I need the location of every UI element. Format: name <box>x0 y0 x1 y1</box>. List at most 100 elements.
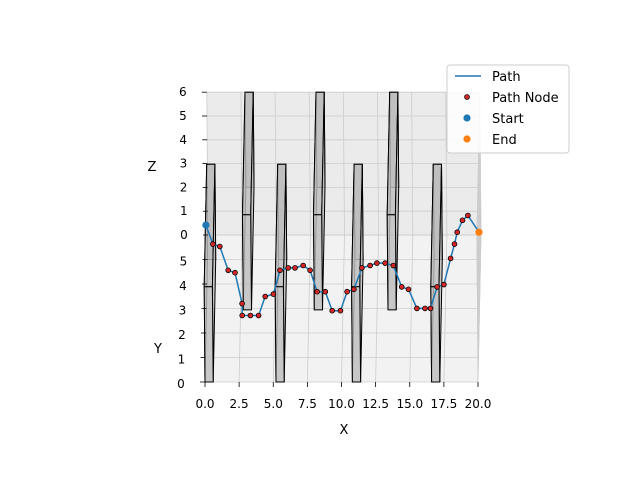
z-tick-label: 0 <box>180 228 188 242</box>
x-tick-label: 17.5 <box>431 397 458 411</box>
path-node-point <box>314 288 320 295</box>
grid-line-z <box>207 163 481 311</box>
path-node-point <box>434 284 440 290</box>
tick-labels: 0.0 2.5 5.0 7.5 10.0 12.5 15.0 17.5 20.0 0 1 2 3 4 5 0 1… <box>177 85 491 411</box>
legend-label: End <box>492 133 517 148</box>
legend-label: Path Node <box>492 91 559 106</box>
path-node-point <box>322 288 329 295</box>
y-tick-label: 3 <box>179 304 187 318</box>
obstacle-face <box>203 286 214 383</box>
path-node-point <box>285 265 292 271</box>
obstacle <box>312 91 326 311</box>
path-node-point <box>441 281 447 288</box>
x-tick-label: 15.0 <box>396 397 423 411</box>
legend-label: Start <box>492 112 524 127</box>
path-node-point <box>367 262 373 269</box>
legend-item: End <box>463 133 517 148</box>
x-tick-label: 5.0 <box>264 397 283 411</box>
legend-dot-swatch <box>463 114 471 122</box>
obstacle <box>241 91 255 311</box>
x-tick-label: 10.0 <box>328 397 355 411</box>
legend-item: Path Node <box>464 91 559 106</box>
path-node-point <box>247 312 254 319</box>
obstacle-face <box>274 286 285 383</box>
path-node-point <box>351 286 357 293</box>
end-point <box>475 228 483 236</box>
obstacle-face <box>241 214 253 311</box>
path-node-point <box>239 312 246 319</box>
path-node-point <box>300 262 307 269</box>
legend: Path Path Node Start End <box>446 64 570 154</box>
x-tick-label: 0.0 <box>195 397 214 411</box>
x-tick-label: 12.5 <box>362 397 389 411</box>
z-tick-label: 4 <box>179 133 187 147</box>
legend-box <box>446 64 570 154</box>
path-node-point <box>292 265 298 271</box>
path-node-point <box>307 267 313 274</box>
y-tick-label: 5 <box>180 255 188 269</box>
obstacle <box>203 163 217 383</box>
path-node-point <box>390 262 397 269</box>
path-node-point <box>225 267 232 274</box>
path-node-point <box>451 241 458 247</box>
path-node-point <box>447 255 454 262</box>
legend-item: Path <box>455 70 521 85</box>
path-node-point <box>459 217 466 224</box>
grid-line-z <box>207 186 482 335</box>
start-point <box>202 221 210 229</box>
y-tick-label: 0 <box>177 377 185 391</box>
path-node-point <box>239 300 245 307</box>
z-tick-label: 1 <box>180 204 188 218</box>
x-tick-label: 2.5 <box>230 397 249 411</box>
legend-label: Path <box>492 70 521 85</box>
z-tick-label: 6 <box>179 85 187 99</box>
obstacle <box>430 163 443 383</box>
path-node-point <box>329 307 336 314</box>
legend-dot-swatch <box>463 135 471 143</box>
path-node-point <box>232 269 238 276</box>
obstacle <box>274 163 288 383</box>
z-tick-label: 5 <box>179 109 187 123</box>
path-line <box>205 214 480 317</box>
y-tick-label: 4 <box>179 279 187 293</box>
path-layer <box>202 212 483 319</box>
path-node-point <box>255 312 262 319</box>
obstacle <box>351 163 364 383</box>
path-node-point <box>405 286 412 293</box>
legend-dot-swatch <box>464 94 470 100</box>
path-node-point <box>210 241 216 247</box>
y-tick-label: 1 <box>178 353 186 367</box>
z-tick-label: 3 <box>180 157 188 171</box>
obstacle <box>386 91 400 311</box>
path-node-point <box>382 260 388 266</box>
path-node-point <box>398 284 405 290</box>
y-tick-label: 2 <box>178 328 186 342</box>
path-node-point <box>262 293 269 300</box>
path-node-point <box>359 265 365 271</box>
path-node-point <box>465 212 471 219</box>
x-axis-label: X <box>340 423 349 438</box>
grid-line-z <box>207 210 482 359</box>
path-node-point <box>217 243 223 250</box>
path-node-point <box>344 288 350 295</box>
path-node-point <box>422 305 428 312</box>
path-node-point <box>270 291 277 297</box>
obstacles <box>203 91 443 383</box>
z-axis-label: Z <box>148 160 157 175</box>
path-node-point <box>454 229 461 236</box>
path-node-point <box>277 267 283 274</box>
legend-item: Start <box>463 112 524 127</box>
path-node-point <box>337 307 344 314</box>
obstacle-face <box>386 214 397 311</box>
z-tick-label: 2 <box>180 180 188 194</box>
x-tick-label: 7.5 <box>298 397 317 411</box>
x-tick-label: 20.0 <box>465 397 492 411</box>
obstacle-face <box>351 286 362 383</box>
path-node-point <box>427 305 434 312</box>
path-node-point <box>414 305 420 312</box>
y-axis-label: Y <box>153 342 162 357</box>
obstacle-face <box>312 214 324 311</box>
path-node-point <box>374 260 380 266</box>
